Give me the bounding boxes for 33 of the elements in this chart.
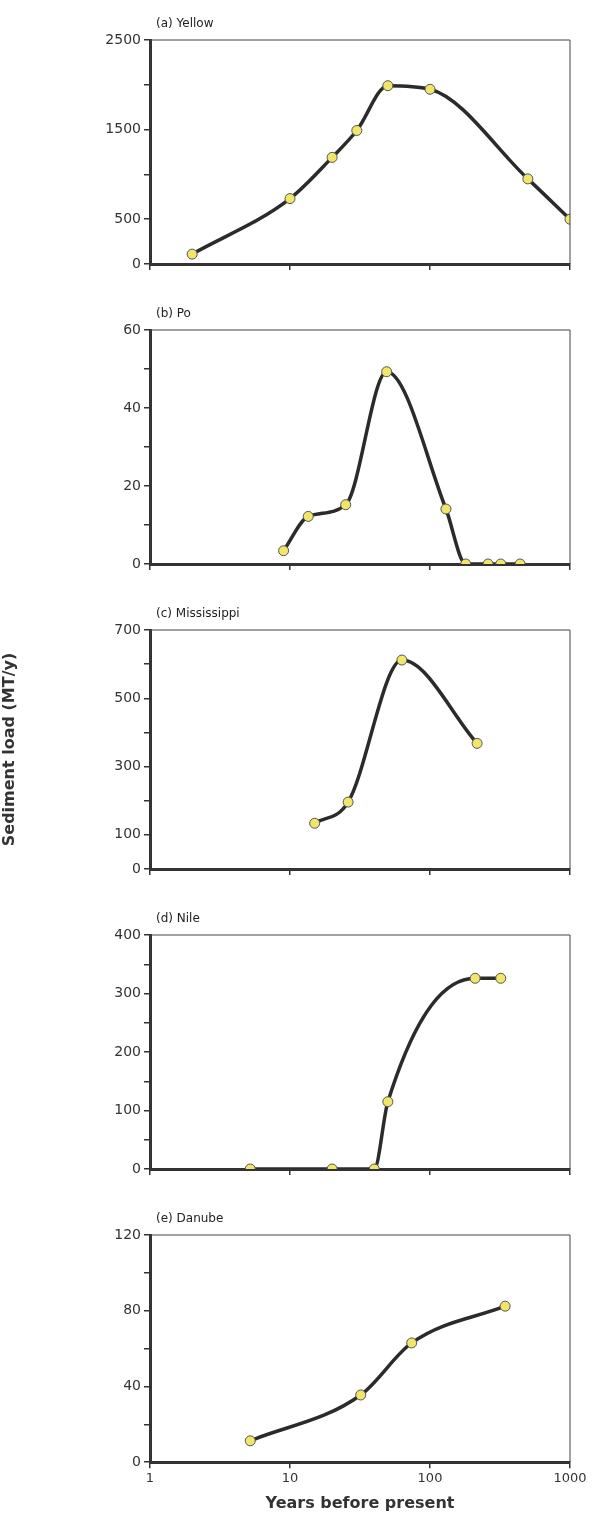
y-tick-label: 80 <box>123 1301 141 1318</box>
y-tick-label: 300 <box>114 984 141 1001</box>
y-tick-label: 120 <box>114 1225 141 1242</box>
x-tick-label: 1 <box>145 1470 155 1486</box>
y-tick-label: 100 <box>114 825 141 842</box>
chart-title: (c) Mississippi <box>156 606 240 621</box>
x-tick-label: 100 <box>417 1470 443 1486</box>
y-tick-label: 300 <box>114 757 141 774</box>
y-tick-label: 40 <box>123 1377 141 1394</box>
y-tick-label: 60 <box>123 320 141 337</box>
y-tick-label: 200 <box>114 1042 141 1059</box>
chart-title: (b) Po <box>156 306 191 321</box>
y-tick-label: 1500 <box>105 120 141 137</box>
chart-title: (e) Danube <box>156 1211 224 1226</box>
x-tick-label: 10 <box>281 1470 299 1486</box>
y-tick-label: 0 <box>132 1159 141 1176</box>
y-tick-label: 0 <box>132 554 141 571</box>
chart-title: (d) Nile <box>156 911 200 926</box>
y-tick-label: 700 <box>114 620 141 637</box>
y-tick-label: 500 <box>114 209 141 226</box>
x-axis-title: Years before present <box>264 1492 455 1512</box>
y-tick-label: 500 <box>114 688 141 705</box>
y-tick-label: 20 <box>123 476 141 493</box>
y-tick-label: 0 <box>132 254 141 271</box>
y-axis-title: Sediment load (MT/y) <box>0 652 18 847</box>
y-tick-label: 100 <box>114 1101 141 1118</box>
y-tick-label: 400 <box>114 925 141 942</box>
x-tick-label: 1000 <box>553 1470 587 1486</box>
y-tick-label: 40 <box>123 398 141 415</box>
y-tick-label: 0 <box>132 859 141 876</box>
y-tick-label: 2500 <box>105 30 141 47</box>
chart-title: (a) Yellow <box>156 16 214 31</box>
y-tick-label: 0 <box>132 1452 141 1469</box>
